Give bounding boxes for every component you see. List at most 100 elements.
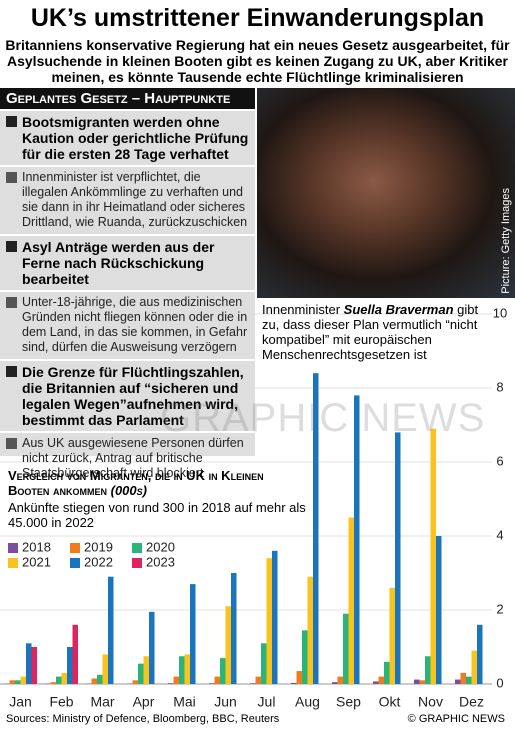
sources: Sources: Ministry of Defence, Bloomberg,… [6,713,280,725]
bullet [6,438,17,449]
bar [184,654,190,684]
y-tick-label: 4 [496,527,503,542]
bar [26,643,32,684]
bar [250,683,256,684]
chart-title: Vergleich von Migranten, die in UK in Kl… [8,468,308,498]
quote-prefix: Innenminister [262,302,341,317]
bar [15,680,21,684]
point-title: Bootsmigranten werden ohne Kaution oder … [0,109,255,165]
bar [302,630,308,684]
bar [332,682,338,684]
x-tick-label: Mar [90,694,114,710]
point-text: Aus UK ausgewiesene Personen dürfen nich… [0,431,255,485]
title: UK’s umstrittener Einwanderungsplan [30,4,485,32]
point-text: Innenminister ist verpflichtet, die ille… [0,165,255,234]
legend-label: 2019 [84,539,113,554]
bar [291,682,297,684]
bar [272,550,278,684]
bar [419,680,425,684]
watermark: GRAPHIC NEWS [160,396,486,440]
bar [72,624,78,684]
subtitle: Britanniens konservative Regierung hat e… [5,37,510,85]
bar [214,676,220,684]
x-tick-label: Aug [295,694,320,710]
bar [255,676,261,684]
bar [343,613,349,684]
bar [455,679,461,684]
copyright: © GRAPHIC NEWS [407,713,505,725]
x-tick-label: Apr [133,694,155,710]
bar [307,576,313,684]
bar [209,683,215,684]
legend-swatch [70,558,80,568]
bar [108,576,114,684]
legend-label: 2023 [146,554,175,569]
bar [225,606,231,684]
bar [190,584,196,684]
bar [20,676,26,684]
y-tick-label: 6 [496,453,503,468]
bullet [6,241,17,252]
bar [143,656,149,684]
bar [9,680,15,684]
bar [67,647,73,684]
bar [138,663,144,684]
bar [220,658,226,684]
x-tick-label: Nov [418,694,443,710]
bar [389,587,395,684]
legend-label: 2018 [22,539,51,554]
x-tick-label: Jun [214,694,237,710]
legend-label: 2022 [84,554,113,569]
x-tick-label: Mai [173,694,196,710]
bar [261,643,267,684]
bar [430,428,436,684]
quote-text: gibt zu, dass dieser Plan vermutlich “ni… [262,302,479,362]
bar [173,676,179,684]
bar [348,517,354,684]
y-tick-label: 2 [496,601,503,616]
key-points-panel: Geplantes Gesetz – Hauptpunkte Bootsmigr… [0,88,255,480]
bar [97,674,103,684]
legend-swatch [8,543,18,553]
bullet [6,116,17,127]
point-text: Unter-18-jährige, die aus medizinischen … [0,290,255,359]
legend-swatch [8,558,18,568]
x-tick-label: Jul [258,694,276,710]
bar [313,373,319,684]
quote-name: Suella Braverman [343,302,454,317]
x-tick-label: Dez [459,694,484,710]
bar [102,654,108,684]
bar [168,683,174,684]
bar [50,682,56,684]
point-title: Die Grenze für Flüchtlingszahlen, die Br… [0,359,255,431]
bar [296,671,302,684]
x-tick-label: Sep [336,694,361,710]
y-tick-label: 0 [496,675,503,690]
bar [466,676,472,684]
chart-unit: (000s) [110,483,147,498]
bar [266,558,272,684]
bar [471,650,477,684]
quote: Innenminister Suella Braverman gibt zu, … [262,302,487,362]
bullet [6,172,17,183]
bar [91,678,97,684]
bullet [6,366,17,377]
bar [61,672,67,684]
bar [436,536,442,684]
chart-subtitle: Ankünfte stiegen von rund 300 in 2018 au… [8,500,306,530]
bar [179,656,185,684]
bar [337,676,343,684]
bar [414,679,420,684]
panel-heading: Geplantes Gesetz – Hauptpunkte [0,88,255,109]
x-tick-label: Jan [9,694,32,710]
bar [132,680,138,684]
bar [477,624,483,684]
legend-label: 2021 [22,554,51,569]
legend-swatch [70,543,80,553]
legend-swatch [132,543,142,553]
bar [354,395,360,684]
chart-title-text: Vergleich von Migranten, die in UK in Kl… [8,468,264,498]
bar [425,656,431,684]
